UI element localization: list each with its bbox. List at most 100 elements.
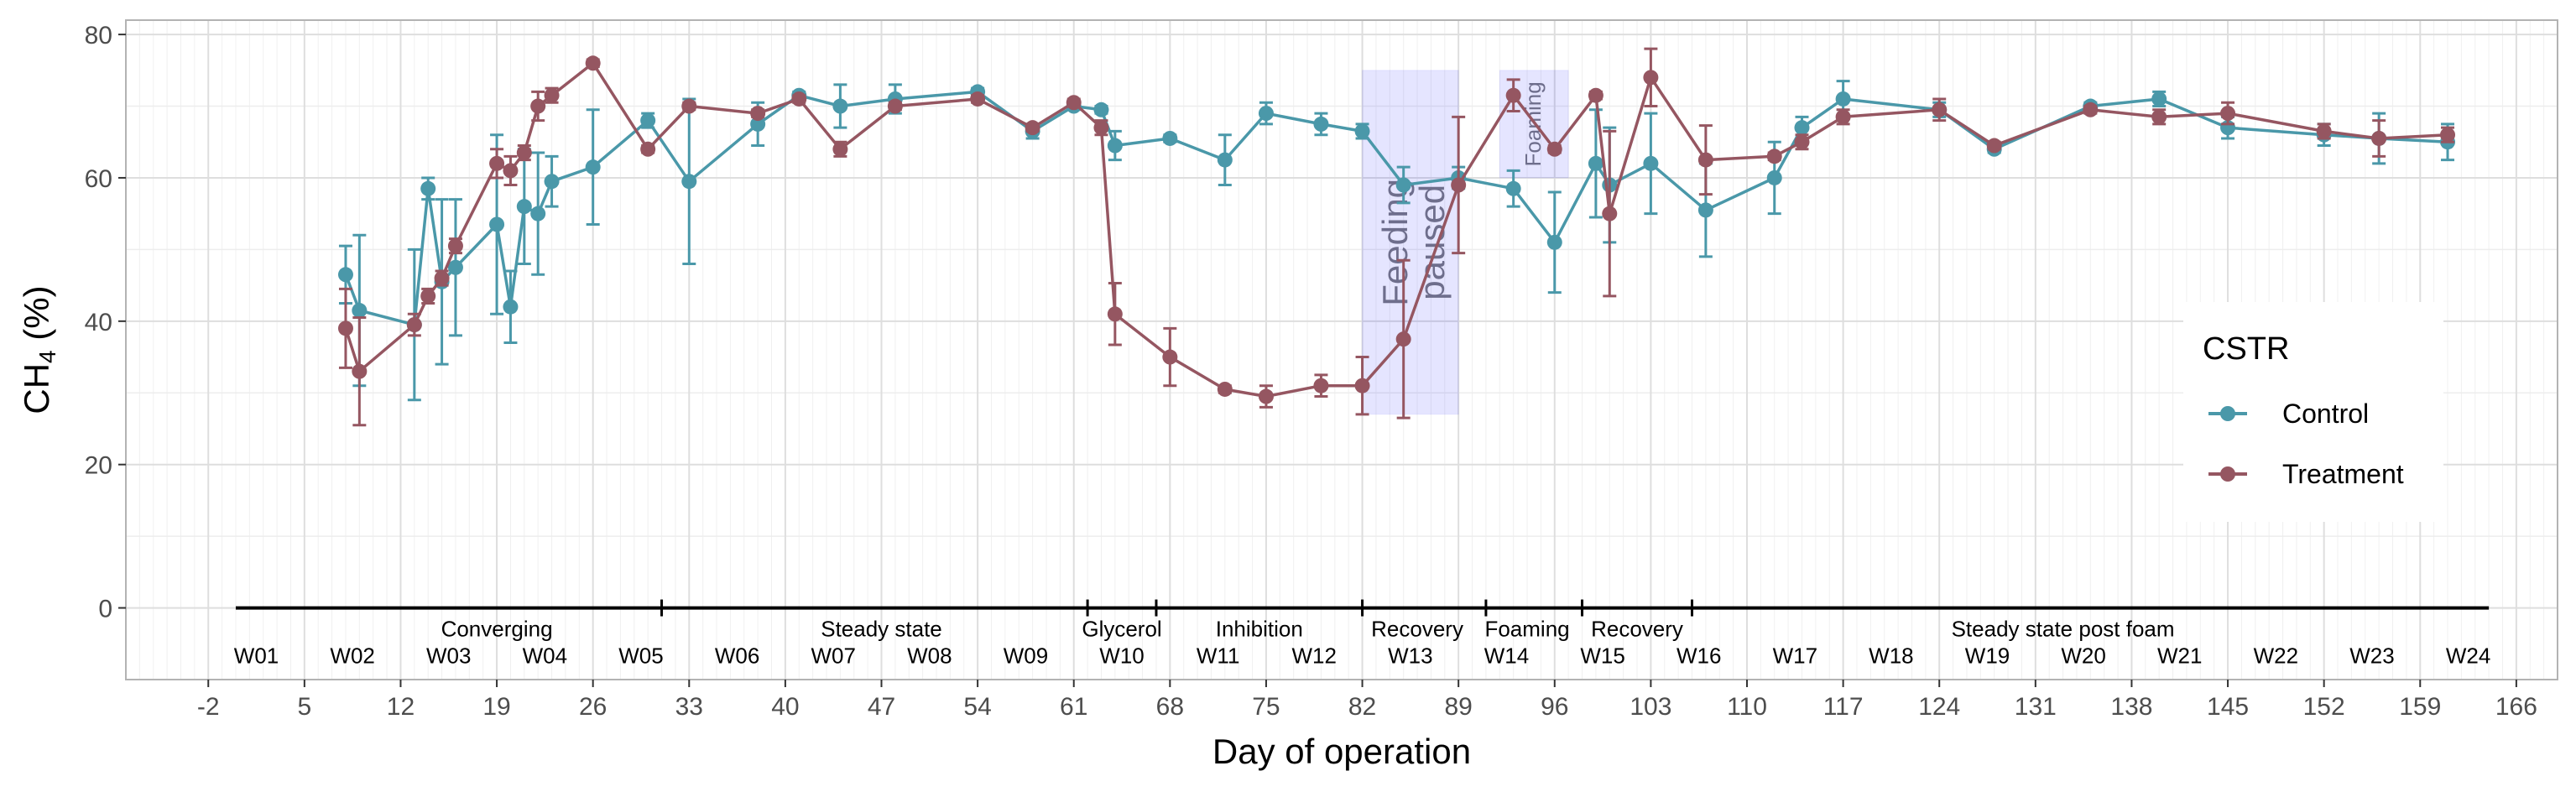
data-point (1162, 130, 1178, 146)
data-point (1643, 70, 1659, 86)
legend-key-point (2220, 466, 2235, 482)
data-point (1313, 378, 1329, 393)
data-point (434, 270, 450, 286)
data-point (2083, 102, 2099, 117)
data-point (1643, 155, 1659, 171)
data-point (420, 180, 436, 196)
data-point (1354, 123, 1370, 139)
x-tick-label: 145 (2207, 693, 2249, 721)
week-label: W10 (1099, 644, 1144, 669)
week-label: W19 (1965, 644, 2010, 669)
y-tick-label: 80 (85, 22, 112, 50)
week-label: W22 (2254, 644, 2298, 669)
x-tick-label: 89 (1444, 693, 1472, 721)
y-tick-label: 20 (85, 452, 112, 480)
data-point (1697, 202, 1713, 218)
data-point (832, 141, 848, 157)
data-point (1546, 141, 1562, 157)
week-label: W06 (715, 644, 759, 669)
shaded-region (1362, 70, 1459, 415)
x-tick-label: 61 (1060, 693, 1087, 721)
panel-border (125, 19, 2558, 680)
y-tick-label: 40 (85, 309, 112, 336)
y-axis-ticks: 0 20 40 60 80 (85, 22, 126, 623)
x-tick-label: 159 (2399, 693, 2441, 721)
data-point (1258, 388, 1274, 404)
data-point (1505, 87, 1521, 103)
x-axis-title: Day of operation (1212, 732, 1471, 771)
x-tick-label: -2 (197, 693, 220, 721)
week-label: W03 (426, 644, 471, 669)
data-point (1395, 177, 1411, 193)
legend-label: Control (2282, 399, 2369, 429)
x-tick-label: 47 (868, 693, 895, 721)
x-tick-label: 131 (2015, 693, 2057, 721)
data-point (1107, 306, 1123, 322)
week-label: W07 (811, 644, 855, 669)
data-point (1794, 134, 1810, 150)
data-point (1217, 381, 1233, 397)
week-label: W24 (2446, 644, 2490, 669)
data-point (1986, 138, 2002, 154)
data-point (489, 216, 505, 232)
y-axis-title-subscript: 4 (34, 350, 60, 363)
data-point (489, 155, 505, 171)
shaded-regions: Feedingpaused Foaming (1362, 70, 1569, 415)
week-label: W15 (1580, 644, 1624, 669)
y-axis-title-suffix: (%) (17, 285, 56, 350)
data-series (337, 47, 2456, 427)
x-tick-label: 166 (2495, 693, 2537, 721)
week-label: W18 (1869, 644, 1913, 669)
data-point (1093, 120, 1109, 136)
data-point (887, 98, 903, 114)
data-point (1588, 155, 1603, 171)
data-point (1354, 378, 1370, 393)
data-point (1766, 148, 1782, 164)
data-point (530, 206, 546, 221)
x-axis-ticks: -2 5 12 19 26 33 40 47 54 61 68 75 82 89 96 103 110 117 12… (197, 680, 2537, 721)
week-label: W12 (1292, 644, 1337, 669)
data-point (447, 259, 463, 275)
week-label: W23 (2349, 644, 2394, 669)
phase-label: Steady state (821, 617, 942, 642)
data-point (1932, 102, 1948, 117)
week-label: W02 (330, 644, 374, 669)
data-point (1794, 120, 1810, 136)
data-point (1258, 106, 1274, 122)
data-point (832, 98, 848, 114)
data-point (337, 320, 353, 336)
x-tick-label: 110 (1727, 693, 1767, 721)
phase-label: Steady state post foam (1952, 617, 2175, 642)
y-axis-title-main: CH (17, 363, 56, 414)
data-point (544, 174, 560, 190)
data-point (503, 299, 519, 315)
phase-timeline: Converging Steady state Glycerol Inhibition… (234, 599, 2490, 669)
data-point (791, 91, 807, 107)
week-label: W01 (234, 644, 279, 669)
data-point (681, 98, 697, 114)
x-tick-label: 5 (298, 693, 312, 721)
data-point (1835, 91, 1851, 107)
data-point (640, 112, 656, 128)
data-point (640, 141, 656, 157)
annotation-line: paused (1412, 185, 1452, 300)
data-point (1162, 349, 1178, 365)
week-label: W16 (1676, 644, 1721, 669)
data-point (420, 288, 436, 304)
data-point (585, 159, 601, 175)
legend-title: CSTR (2203, 331, 2289, 367)
x-tick-label: 117 (1823, 693, 1864, 721)
data-point (1093, 102, 1109, 117)
data-point (1697, 152, 1713, 168)
phase-label: Recovery (1591, 617, 1683, 642)
data-point (1395, 331, 1411, 347)
data-point (337, 267, 353, 283)
data-point (1766, 169, 1782, 185)
data-point (1313, 116, 1329, 132)
week-label: W20 (2061, 644, 2105, 669)
data-point (406, 317, 422, 333)
data-point (750, 106, 766, 122)
data-point (1025, 120, 1040, 136)
week-label: W14 (1484, 644, 1529, 669)
